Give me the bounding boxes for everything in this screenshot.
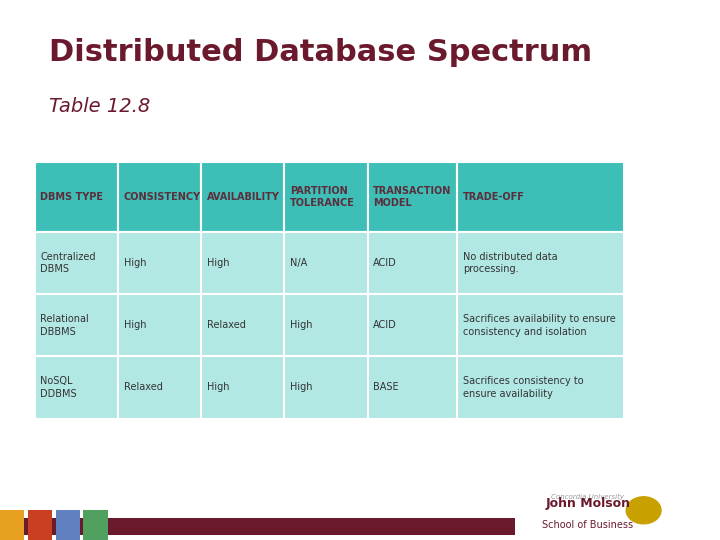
FancyBboxPatch shape (457, 294, 624, 356)
Text: TRANSACTION
MODEL: TRANSACTION MODEL (373, 186, 451, 208)
Text: CONSISTENCY: CONSISTENCY (124, 192, 201, 202)
Text: High: High (290, 320, 312, 330)
Text: Relational
DBBMS: Relational DBBMS (40, 314, 89, 336)
FancyBboxPatch shape (28, 510, 52, 540)
Text: High: High (124, 320, 146, 330)
FancyBboxPatch shape (0, 518, 515, 535)
FancyBboxPatch shape (201, 356, 284, 418)
Text: Distributed Database Spectrum: Distributed Database Spectrum (49, 38, 592, 67)
FancyBboxPatch shape (118, 162, 201, 232)
Text: Sacrifices consistency to
ensure availability: Sacrifices consistency to ensure availab… (463, 376, 583, 399)
FancyBboxPatch shape (284, 294, 368, 356)
Text: BASE: BASE (373, 382, 399, 393)
Text: High: High (290, 382, 312, 393)
FancyBboxPatch shape (55, 510, 80, 540)
Text: NoSQL
DDBMS: NoSQL DDBMS (40, 376, 77, 399)
FancyBboxPatch shape (0, 510, 24, 540)
Text: ACID: ACID (373, 258, 397, 268)
Text: Concordia University: Concordia University (552, 494, 624, 500)
Text: No distributed data
processing.: No distributed data processing. (463, 252, 557, 274)
Text: ACID: ACID (373, 320, 397, 330)
FancyBboxPatch shape (457, 232, 624, 294)
FancyBboxPatch shape (457, 356, 624, 418)
Text: Relaxed: Relaxed (124, 382, 163, 393)
Text: TRADE-OFF: TRADE-OFF (463, 192, 525, 202)
Text: High: High (207, 382, 229, 393)
Text: Centralized
DBMS: Centralized DBMS (40, 252, 96, 274)
FancyBboxPatch shape (35, 232, 118, 294)
Circle shape (626, 497, 661, 524)
Text: AVAILABILITY: AVAILABILITY (207, 192, 279, 202)
Text: School of Business: School of Business (542, 520, 634, 530)
FancyBboxPatch shape (84, 510, 108, 540)
FancyBboxPatch shape (118, 232, 201, 294)
FancyBboxPatch shape (35, 162, 118, 232)
FancyBboxPatch shape (201, 232, 284, 294)
FancyBboxPatch shape (284, 232, 368, 294)
FancyBboxPatch shape (368, 294, 457, 356)
Text: N/A: N/A (290, 258, 307, 268)
Text: Relaxed: Relaxed (207, 320, 246, 330)
Text: John Molson: John Molson (546, 497, 631, 510)
Text: PARTITION
TOLERANCE: PARTITION TOLERANCE (290, 186, 355, 208)
FancyBboxPatch shape (368, 162, 457, 232)
FancyBboxPatch shape (284, 162, 368, 232)
FancyBboxPatch shape (201, 294, 284, 356)
FancyBboxPatch shape (284, 356, 368, 418)
FancyBboxPatch shape (118, 294, 201, 356)
FancyBboxPatch shape (368, 356, 457, 418)
FancyBboxPatch shape (35, 356, 118, 418)
Text: DBMS TYPE: DBMS TYPE (40, 192, 104, 202)
FancyBboxPatch shape (118, 356, 201, 418)
FancyBboxPatch shape (457, 162, 624, 232)
FancyBboxPatch shape (35, 294, 118, 356)
FancyBboxPatch shape (201, 162, 284, 232)
Text: High: High (124, 258, 146, 268)
Text: Sacrifices availability to ensure
consistency and isolation: Sacrifices availability to ensure consis… (463, 314, 616, 336)
FancyBboxPatch shape (368, 232, 457, 294)
Text: High: High (207, 258, 229, 268)
Text: Table 12.8: Table 12.8 (49, 97, 150, 116)
